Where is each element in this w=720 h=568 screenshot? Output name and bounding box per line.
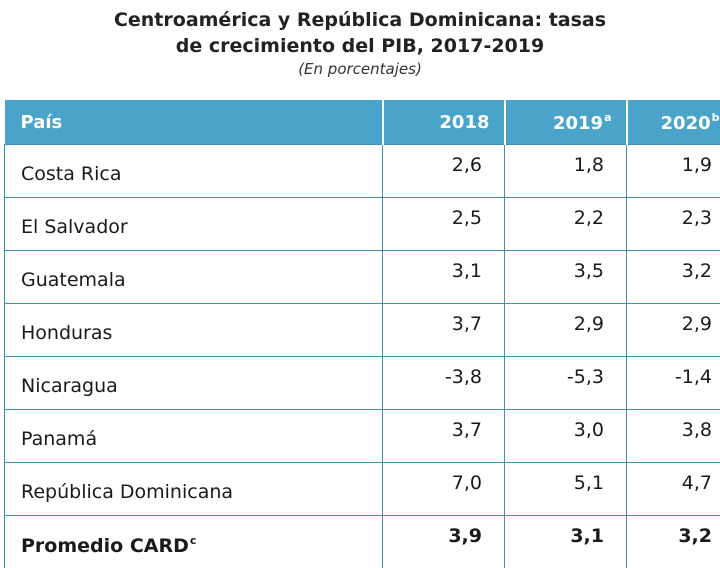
value-cell: 2,2 bbox=[505, 198, 627, 251]
header-year-2019: 2019a bbox=[505, 100, 627, 145]
country-cell: Promedio CARDc bbox=[5, 516, 383, 568]
value-cell: 2,9 bbox=[505, 304, 627, 357]
chart-title: Centroamérica y República Dominicana: ta… bbox=[0, 7, 720, 59]
country-label: Costa Rica bbox=[21, 163, 122, 185]
country-cell: Costa Rica bbox=[5, 145, 383, 198]
chart-subtitle: (En porcentajes) bbox=[0, 59, 720, 79]
title-line-1: Centroamérica y República Dominicana: ta… bbox=[0, 7, 720, 33]
value-cell: 3,0 bbox=[505, 410, 627, 463]
header-year-2018: 2018 bbox=[383, 100, 505, 145]
header-year-label: 2018 bbox=[439, 112, 489, 133]
country-label: Nicaragua bbox=[21, 375, 118, 397]
value-cell: 7,0 bbox=[383, 463, 505, 516]
value-cell: 4,7 bbox=[627, 463, 720, 516]
country-cell: Nicaragua bbox=[5, 357, 383, 410]
value-cell: 3,9 bbox=[383, 516, 505, 568]
value-cell: 3,7 bbox=[383, 304, 505, 357]
country-label: El Salvador bbox=[21, 216, 128, 238]
header-country-label: País bbox=[21, 112, 63, 133]
footnote-marker: a bbox=[604, 111, 611, 124]
value-cell: 1,8 bbox=[505, 145, 627, 198]
value-cell: 3,2 bbox=[627, 516, 720, 568]
header-row: País 2018 2019a 2020b bbox=[5, 100, 720, 145]
footnote-marker: b bbox=[712, 111, 720, 124]
table-row: Nicaragua -3,8-5,3-1,4 bbox=[5, 357, 720, 410]
header-year-label: 2020 bbox=[661, 113, 711, 134]
country-cell: Guatemala bbox=[5, 251, 383, 304]
value-cell: 3,2 bbox=[627, 251, 720, 304]
value-cell: 3,8 bbox=[627, 410, 720, 463]
country-cell: Honduras bbox=[5, 304, 383, 357]
header-year-2020: 2020b bbox=[627, 100, 720, 145]
value-cell: 1,9 bbox=[627, 145, 720, 198]
value-cell: -3,8 bbox=[383, 357, 505, 410]
country-cell: El Salvador bbox=[5, 198, 383, 251]
value-cell: 3,1 bbox=[383, 251, 505, 304]
value-cell: -1,4 bbox=[627, 357, 720, 410]
value-cell: 3,5 bbox=[505, 251, 627, 304]
value-cell: 5,1 bbox=[505, 463, 627, 516]
country-label: Panamá bbox=[21, 428, 97, 450]
value-cell: 2,5 bbox=[383, 198, 505, 251]
country-label: Guatemala bbox=[21, 269, 126, 291]
value-cell: 3,1 bbox=[505, 516, 627, 568]
table-header: País 2018 2019a 2020b bbox=[5, 100, 720, 145]
value-cell: 2,9 bbox=[627, 304, 720, 357]
value-cell: 2,3 bbox=[627, 198, 720, 251]
footnote-marker: c bbox=[190, 534, 197, 547]
header-year-label: 2019 bbox=[553, 113, 603, 134]
country-label: Honduras bbox=[21, 322, 112, 344]
header-country: País bbox=[5, 100, 383, 145]
title-line-2: de crecimiento del PIB, 2017-2019 bbox=[0, 33, 720, 59]
value-cell: 3,7 bbox=[383, 410, 505, 463]
country-cell: Panamá bbox=[5, 410, 383, 463]
value-cell: 2,6 bbox=[383, 145, 505, 198]
country-label: Promedio CARD bbox=[21, 535, 189, 557]
country-cell: República Dominicana bbox=[5, 463, 383, 516]
value-cell: -5,3 bbox=[505, 357, 627, 410]
